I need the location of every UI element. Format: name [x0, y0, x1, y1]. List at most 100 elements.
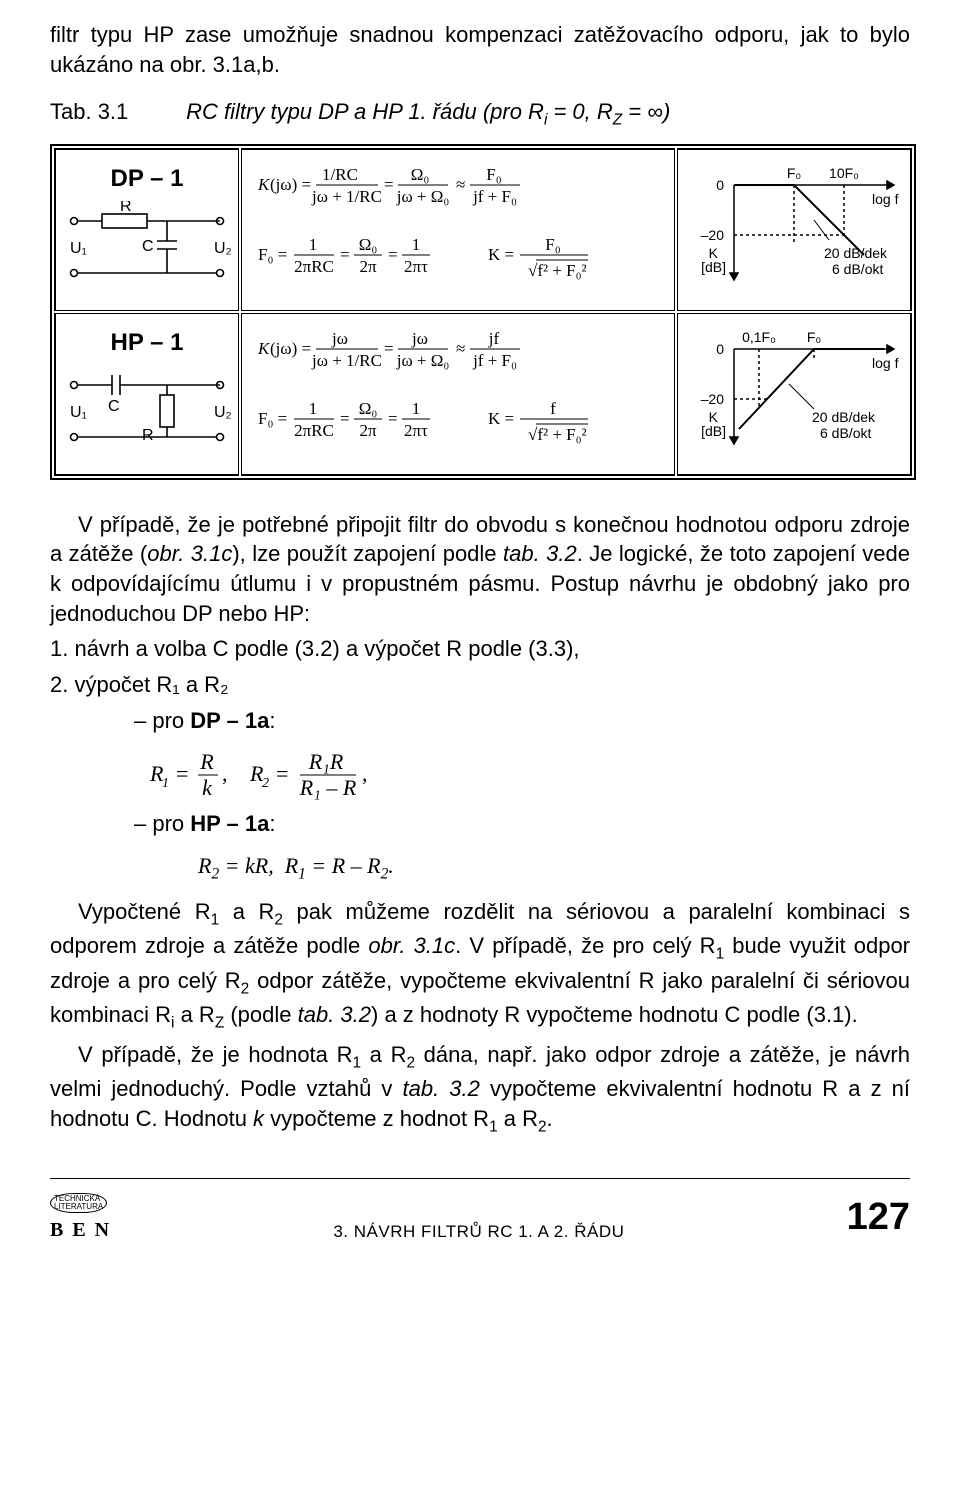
svg-text:R: R [142, 427, 154, 444]
sub-hp1a: – pro HP – 1a: [50, 809, 910, 839]
dp1-schematic-cell: DP – 1 [54, 148, 239, 311]
svg-text:Ω₀: Ω₀ [411, 165, 430, 184]
svg-text:1: 1 [162, 776, 169, 791]
svg-text:R: R [120, 201, 132, 215]
svg-text:log f: log f [872, 355, 899, 371]
svg-text:1: 1 [412, 399, 421, 418]
svg-text:F₀: F₀ [807, 329, 822, 345]
table-row: HP – 1 [54, 313, 912, 476]
svg-text:[dB]: [dB] [701, 423, 726, 439]
dp1-graph-cell: 0 –20 K [dB] F₀ 10F₀ log f 20 dB/dek 6 d… [677, 148, 912, 311]
svg-text:=: = [388, 409, 398, 428]
footer-center: 3. NÁVRH FILTRŮ RC 1. A 2. ŘÁDU [111, 1221, 846, 1244]
svg-text:C: C [142, 238, 154, 255]
body-p2: Vypočtené R1 a R2 pak můžeme rozdělit na… [50, 897, 910, 1034]
svg-text:F₀ =: F₀ = [258, 409, 287, 428]
svg-text:f² + F₀²: f² + F₀² [537, 261, 586, 280]
hp1-formula-svg: K(jω) = jω jω + 1/RC = jω jω + Ω₀ ≈ jf j… [248, 324, 668, 464]
list-item-1: 1. návrh a volba C podle (3.2) a výpočet… [50, 634, 910, 664]
svg-text:C: C [108, 398, 120, 415]
svg-text:jω + Ω₀: jω + Ω₀ [396, 187, 450, 206]
svg-text:F₀: F₀ [545, 235, 560, 254]
svg-text:–20: –20 [701, 391, 725, 407]
svg-text:R₁ – R: R₁ – R [299, 775, 357, 800]
hp1-schematic-cell: HP – 1 [54, 313, 239, 476]
svg-text:jω + 1/RC: jω + 1/RC [311, 187, 382, 206]
svg-text:=: = [384, 175, 394, 194]
formula-dp1a: R1 = R k , R2 = R₁R R₁ – R , [50, 741, 910, 809]
svg-text:K =: K = [488, 409, 514, 428]
filter-table: DP – 1 [50, 144, 916, 480]
svg-text:k: k [202, 775, 213, 800]
svg-text:jω + Ω₀: jω + Ω₀ [396, 351, 450, 370]
svg-text:,: , [222, 761, 228, 786]
body-p1: V případě, že je potřebné připojit filtr… [50, 510, 910, 629]
svg-text:20 dB/dek: 20 dB/dek [824, 245, 888, 261]
svg-text:jω: jω [411, 329, 428, 348]
hp1-graph: 0 –20 K [dB] 0,1F₀ F₀ log f 20 dB/dek 6 … [684, 324, 904, 464]
svg-text:=: = [388, 245, 398, 264]
svg-text:1: 1 [309, 235, 318, 254]
svg-text:0: 0 [716, 177, 724, 193]
hp1-circuit: U₁ U₂ C R [62, 365, 232, 460]
svg-text:jf: jf [488, 329, 500, 348]
body-p3: V případě, že je hodnota R1 a R2 dána, n… [50, 1040, 910, 1138]
dp1-graph: 0 –20 K [dB] F₀ 10F₀ log f 20 dB/dek 6 d… [684, 160, 904, 300]
svg-text:=: = [276, 761, 288, 786]
page-footer: TECHNICKÁLITERATURA B E N 3. NÁVRH FILTR… [50, 1178, 910, 1244]
svg-text:log f: log f [872, 191, 899, 207]
svg-text:2π: 2π [359, 421, 377, 440]
table-caption: Tab. 3.1 RC filtry typu DP a HP 1. řádu … [50, 97, 910, 131]
svg-text:jf + F₀: jf + F₀ [472, 351, 517, 370]
svg-text:(jω) =: (jω) = [270, 339, 311, 358]
svg-text:K =: K = [488, 245, 514, 264]
svg-text:2π: 2π [359, 257, 377, 276]
svg-text:6 dB/okt: 6 dB/okt [820, 425, 871, 441]
svg-text:[dB]: [dB] [701, 259, 726, 275]
svg-text:F₀: F₀ [787, 165, 802, 181]
svg-text:R₁R: R₁R [308, 749, 344, 774]
hp1-title: HP – 1 [62, 327, 232, 365]
svg-text:jω: jω [331, 329, 348, 348]
svg-text:U₂: U₂ [214, 404, 232, 421]
svg-text:–20: –20 [701, 227, 725, 243]
hp1-graph-cell: 0 –20 K [dB] 0,1F₀ F₀ log f 20 dB/dek 6 … [677, 313, 912, 476]
hp1-formula-cell: K(jω) = jω jω + 1/RC = jω jω + Ω₀ ≈ jf j… [241, 313, 675, 476]
list-item-2: 2. výpočet R₁ a R₂ [50, 670, 910, 700]
svg-text:,: , [362, 761, 368, 786]
svg-text:2: 2 [262, 776, 269, 791]
svg-text:F₀ =: F₀ = [258, 245, 287, 264]
svg-text:10F₀: 10F₀ [829, 165, 859, 181]
svg-text:U₂: U₂ [214, 240, 232, 257]
dp1-title: DP – 1 [62, 163, 232, 201]
svg-text:(jω) =: (jω) = [270, 175, 311, 194]
table-row: DP – 1 [54, 148, 912, 311]
dp1-circuit: U₁ U₂ R C [62, 201, 232, 296]
svg-text:6 dB/okt: 6 dB/okt [832, 261, 883, 277]
dp1-formula-cell: K(jω) = 1/RC jω + 1/RC = Ω₀ jω + Ω₀ ≈ F₀… [241, 148, 675, 311]
svg-text:jf + F₀: jf + F₀ [472, 187, 517, 206]
svg-text:=: = [384, 339, 394, 358]
sub-dp1a: – pro DP – 1a: [50, 706, 910, 736]
page-number: 127 [847, 1192, 910, 1243]
svg-text:F₀: F₀ [486, 165, 501, 184]
svg-text:≈: ≈ [456, 175, 465, 194]
svg-text:f: f [550, 399, 556, 418]
svg-text:≈: ≈ [456, 339, 465, 358]
footer-logo: TECHNICKÁLITERATURA B E N [50, 1187, 111, 1244]
svg-text:=: = [340, 245, 350, 264]
svg-text:=: = [176, 761, 188, 786]
svg-text:U₁: U₁ [70, 404, 87, 421]
svg-text:2πτ: 2πτ [404, 257, 428, 276]
svg-text:f² + F₀²: f² + F₀² [537, 425, 586, 444]
svg-text:jω + 1/RC: jω + 1/RC [311, 351, 382, 370]
body-section: V případě, že je potřebné připojit filtr… [50, 510, 910, 1139]
formula-hp1a: R2 = kR, R1 = R – R2. [50, 845, 910, 891]
svg-text:1: 1 [309, 399, 318, 418]
svg-text:20 dB/dek: 20 dB/dek [812, 409, 876, 425]
svg-text:R: R [199, 749, 214, 774]
tab-label: Tab. 3.1 [50, 97, 180, 127]
svg-text:0,1F₀: 0,1F₀ [742, 329, 776, 345]
svg-text:0: 0 [716, 341, 724, 357]
svg-text:Ω₀: Ω₀ [359, 235, 378, 254]
